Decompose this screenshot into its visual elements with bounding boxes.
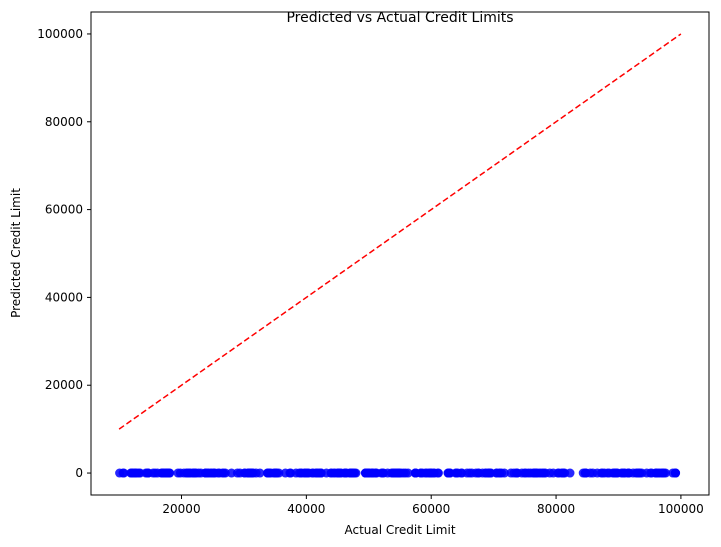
scatter-point xyxy=(391,468,401,478)
scatter-point xyxy=(286,468,296,478)
x-axis-label: Actual Credit Limit xyxy=(344,523,455,537)
y-axis-label: Predicted Credit Limit xyxy=(9,188,23,318)
scatter-point xyxy=(184,468,194,478)
scatter-point xyxy=(654,468,664,478)
scatter-point xyxy=(303,468,313,478)
scatter-point xyxy=(119,468,129,478)
scatter-point xyxy=(484,468,494,478)
scatter-point xyxy=(565,468,575,478)
scatter-point xyxy=(294,468,304,478)
scatter-point xyxy=(671,468,681,478)
plot-frame xyxy=(90,11,710,496)
scatter-point xyxy=(362,468,372,478)
y-tick-label: 80000 xyxy=(45,115,83,129)
y-tick-label: 100000 xyxy=(37,27,83,41)
scatter-point xyxy=(457,468,467,478)
scatter-point xyxy=(646,468,656,478)
x-tick-label: 100000 xyxy=(658,502,704,516)
scatter-point xyxy=(255,468,265,478)
y-tick-label: 20000 xyxy=(45,378,83,392)
scatter-point xyxy=(312,468,322,478)
scatter-point xyxy=(401,468,411,478)
scatter-point xyxy=(243,468,253,478)
scatter-point xyxy=(558,468,568,478)
scatter-point xyxy=(232,468,242,478)
x-tick-label: 20000 xyxy=(162,502,200,516)
scatter-point xyxy=(494,468,504,478)
scatter-point xyxy=(326,468,336,478)
scatter-point xyxy=(214,468,224,478)
chart-title: Predicted vs Actual Credit Limits xyxy=(286,10,513,26)
y-axis: 0 20000 40000 60000 80000 100000 xyxy=(37,27,91,480)
scatter-point xyxy=(410,468,420,478)
scatter-point xyxy=(163,468,173,478)
scatter-point xyxy=(130,468,140,478)
y-tick-label: 40000 xyxy=(45,290,83,304)
plot-marks xyxy=(115,33,682,478)
scatter-point xyxy=(512,468,522,478)
scatter-point xyxy=(538,468,548,478)
scatter-point xyxy=(592,468,602,478)
scatter-point xyxy=(620,468,630,478)
scatter-point xyxy=(194,468,204,478)
scatter-point xyxy=(599,468,609,478)
x-tick-label: 40000 xyxy=(287,502,325,516)
scatter-point xyxy=(173,468,183,478)
y-tick-label: 60000 xyxy=(45,203,83,217)
scatter-point xyxy=(443,468,453,478)
y-tick-label: 0 xyxy=(75,466,83,480)
scatter-point xyxy=(204,468,214,478)
scatter-point xyxy=(612,468,622,478)
scatter-point xyxy=(269,468,279,478)
x-tick-label: 80000 xyxy=(537,502,575,516)
scatter-point xyxy=(521,468,531,478)
x-tick-label: 60000 xyxy=(412,502,450,516)
scatter-point xyxy=(578,468,588,478)
scatter-point xyxy=(346,468,356,478)
reference-line xyxy=(118,33,682,430)
scatter-point xyxy=(433,468,443,478)
x-axis: 20000 40000 60000 80000 100000 xyxy=(162,495,704,516)
scatter-point xyxy=(634,468,644,478)
scatter-point xyxy=(148,468,158,478)
